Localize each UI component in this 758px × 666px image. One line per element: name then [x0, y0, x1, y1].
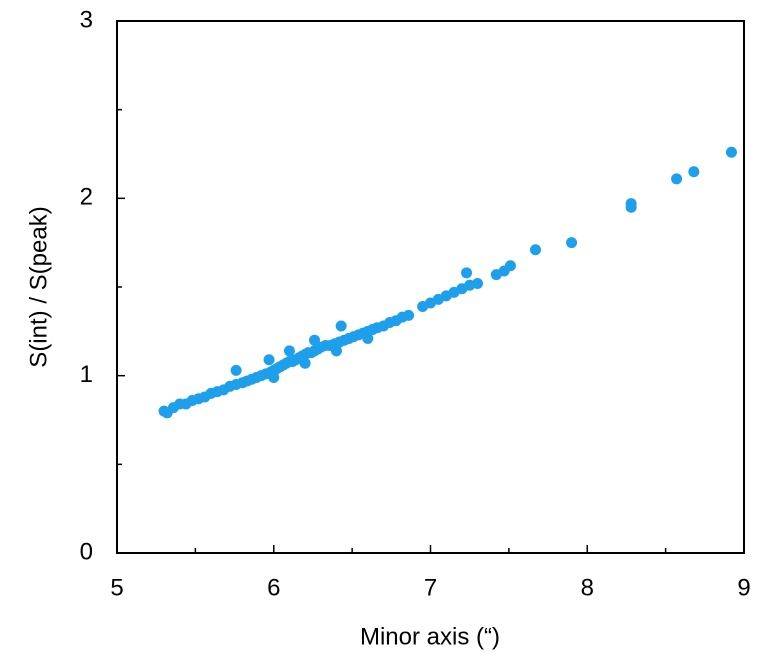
- point: [725, 146, 737, 158]
- x-axis-label: Minor axis (“): [360, 623, 500, 650]
- point: [330, 345, 342, 357]
- point: [688, 166, 700, 178]
- point: [283, 345, 295, 357]
- point: [309, 334, 321, 346]
- y-tick-label: 1: [80, 361, 93, 388]
- point: [230, 364, 242, 376]
- point: [504, 260, 516, 272]
- y-tick-label: 2: [80, 184, 93, 211]
- point: [461, 267, 473, 279]
- y-tick-label: 0: [80, 538, 93, 565]
- point: [263, 354, 275, 366]
- point: [299, 357, 311, 369]
- x-tick-label: 9: [737, 574, 750, 601]
- point: [403, 309, 415, 321]
- point: [566, 237, 578, 249]
- plot-frame: [116, 20, 745, 554]
- y-axis-label: S(int) / S(peak): [25, 206, 52, 367]
- point: [671, 173, 683, 185]
- point: [625, 201, 637, 213]
- point: [530, 244, 542, 256]
- x-tick-label: 7: [424, 574, 437, 601]
- x-tick-label: 6: [267, 574, 280, 601]
- point: [472, 277, 484, 289]
- x-tick-label: 8: [581, 574, 594, 601]
- y-tick-label: 3: [80, 6, 93, 33]
- point: [362, 332, 374, 344]
- point: [268, 371, 280, 383]
- x-tick-label: 5: [110, 574, 123, 601]
- point: [335, 320, 347, 332]
